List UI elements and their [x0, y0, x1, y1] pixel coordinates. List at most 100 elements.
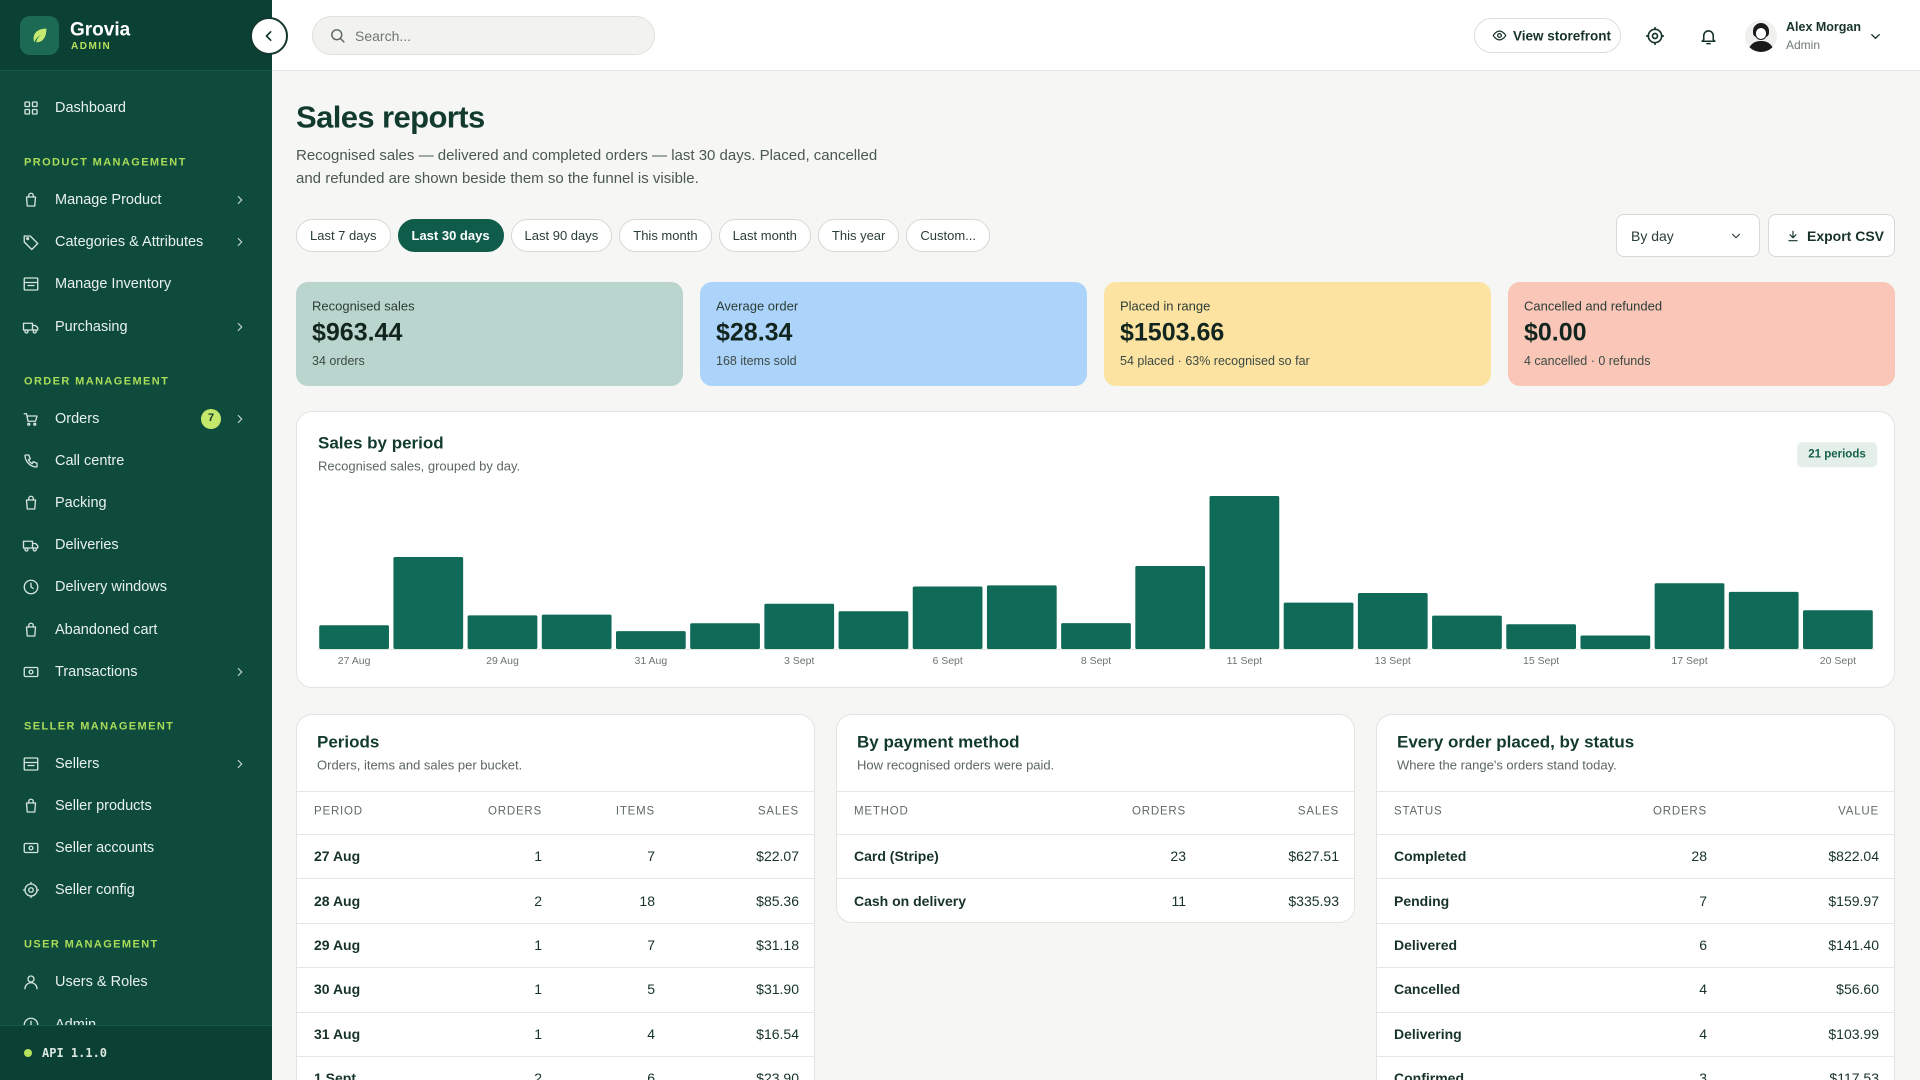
nav-item[interactable]: Deliveries — [12, 526, 260, 564]
table-divider — [837, 791, 1354, 792]
kpi-card: Recognised sales $963.44 34 orders — [296, 282, 683, 386]
table-cell: 29 Aug — [314, 937, 361, 953]
icon-part — [24, 547, 29, 552]
icon — [1788, 230, 1798, 242]
kpi-label: Placed in range — [1120, 298, 1211, 314]
nav-section: SELLER MANAGEMENT — [24, 720, 175, 733]
x-tick-label: 8 Sept — [1081, 655, 1111, 667]
range-filter[interactable]: Last 7 days — [296, 219, 391, 252]
row-divider — [1377, 922, 1894, 924]
nav-label: Abandoned cart — [55, 621, 158, 638]
brand-sub: ADMIN — [71, 41, 112, 52]
range-filter[interactable]: Last month — [718, 219, 811, 252]
user-menu[interactable]: Alex Morgan Admin — [1744, 14, 1894, 58]
row-divider — [297, 967, 814, 969]
nav-label: Call centre — [55, 452, 125, 469]
nav-item[interactable]: Transactions — [12, 653, 260, 691]
bar — [1357, 592, 1428, 649]
icon-part — [31, 101, 38, 108]
search-placeholder: Search... — [355, 27, 412, 44]
nav-section: ORDER MANAGEMENT — [24, 375, 170, 388]
bar — [1061, 623, 1131, 649]
column-header: ORDERS — [1131, 805, 1186, 818]
table-cell: 7 — [1699, 892, 1707, 909]
top-bar: Search... View storefront Alex Morgan Admin — [272, 0, 1920, 71]
icon — [1870, 33, 1880, 39]
table-subtitle: Where the range's orders stand today. — [1397, 757, 1617, 773]
icon — [237, 322, 243, 331]
range-filter[interactable]: This month — [619, 219, 712, 252]
kpi-sub: 4 cancelled · 0 refunds — [1524, 353, 1651, 368]
group-select[interactable]: By day — [1616, 214, 1760, 257]
row-divider — [1377, 834, 1894, 835]
icon-part — [27, 975, 35, 984]
nav-item[interactable]: Orders 7 — [12, 400, 260, 438]
bar — [1803, 610, 1873, 649]
icon-part — [24, 454, 38, 468]
nav-label: Transactions — [55, 663, 138, 680]
table-cell: $56.60 — [1836, 981, 1879, 998]
nav-item[interactable]: Delivery windows — [12, 568, 260, 606]
nav-item[interactable]: Abandoned cart — [12, 611, 260, 649]
icon-part — [1731, 233, 1741, 239]
icon — [237, 238, 243, 247]
column-header: ITEMS — [615, 805, 655, 818]
table-title: By payment method — [857, 732, 1020, 752]
nav-item[interactable]: Purchasing — [12, 308, 260, 346]
table-cell: $103.99 — [1828, 1025, 1879, 1042]
table-cell: 31 Aug — [314, 1025, 361, 1042]
icon-part — [330, 29, 342, 41]
table-title: Periods — [317, 732, 380, 752]
range-filter[interactable]: Last 30 days — [397, 219, 504, 252]
export-button[interactable]: Export CSV — [1768, 214, 1895, 257]
table-subtitle: How recognised orders were paid. — [857, 757, 1055, 773]
icon-part — [23, 666, 39, 677]
table-cell: Cash on delivery — [854, 892, 967, 909]
table-cell: 27 Aug — [314, 848, 361, 865]
nav-item[interactable]: Users & Roles — [12, 963, 260, 1001]
icon-part — [28, 192, 34, 198]
table-card: Every order placed, by status Where the r… — [1376, 714, 1895, 1080]
nav-item[interactable]: Sellers — [12, 745, 260, 783]
collapse-button[interactable] — [250, 17, 288, 55]
table-cell: $117.53 — [1829, 1070, 1879, 1080]
nav-item[interactable]: Packing — [12, 484, 260, 522]
api-version: API 1.1.0 — [42, 1046, 108, 1060]
nav-label: Packing — [55, 494, 107, 511]
icon — [265, 31, 272, 42]
kpi-sub: 34 orders — [312, 353, 365, 368]
table-cell: $85.36 — [756, 892, 799, 909]
icon-part — [237, 414, 243, 423]
nav-item[interactable]: Categories & Attributes — [12, 223, 260, 261]
nav-item[interactable]: Dashboard — [12, 89, 260, 127]
kpi-value: $0.00 — [1524, 318, 1587, 347]
x-tick-label: 13 Sept — [1375, 655, 1411, 667]
column-header: ORDERS — [487, 805, 542, 818]
nav-item[interactable]: Seller accounts — [12, 829, 260, 867]
search-box[interactable]: Search... — [312, 16, 655, 55]
x-tick-label: 31 Aug — [635, 655, 668, 667]
table-title: Every order placed, by status — [1397, 732, 1635, 752]
table-cell: $22.07 — [756, 848, 799, 865]
range-filter[interactable]: Last 90 days — [510, 219, 613, 252]
x-tick-label: 3 Sept — [784, 655, 814, 667]
table-cell: 6 — [1699, 937, 1707, 953]
table-cell: 1 — [534, 937, 542, 953]
nav-item[interactable]: Seller config — [12, 871, 260, 909]
nav-item[interactable]: Manage Product — [12, 181, 260, 219]
icon-part — [237, 667, 243, 676]
nav-item[interactable]: Manage Inventory — [12, 265, 260, 303]
range-filter[interactable]: Custom... — [906, 219, 990, 252]
nav-item[interactable]: Seller products — [12, 787, 260, 825]
bar — [1728, 591, 1799, 649]
range-filter[interactable]: This year — [817, 219, 900, 252]
storefront-button[interactable]: View storefront — [1474, 18, 1621, 53]
chart-title: Sales by period — [318, 433, 444, 453]
nav-item[interactable]: Call centre — [12, 442, 260, 480]
notifications-button[interactable] — [1693, 21, 1723, 51]
settings-button[interactable] — [1640, 21, 1670, 51]
icon-part — [23, 235, 39, 251]
icon-part — [28, 495, 34, 501]
icon-part — [32, 328, 37, 334]
